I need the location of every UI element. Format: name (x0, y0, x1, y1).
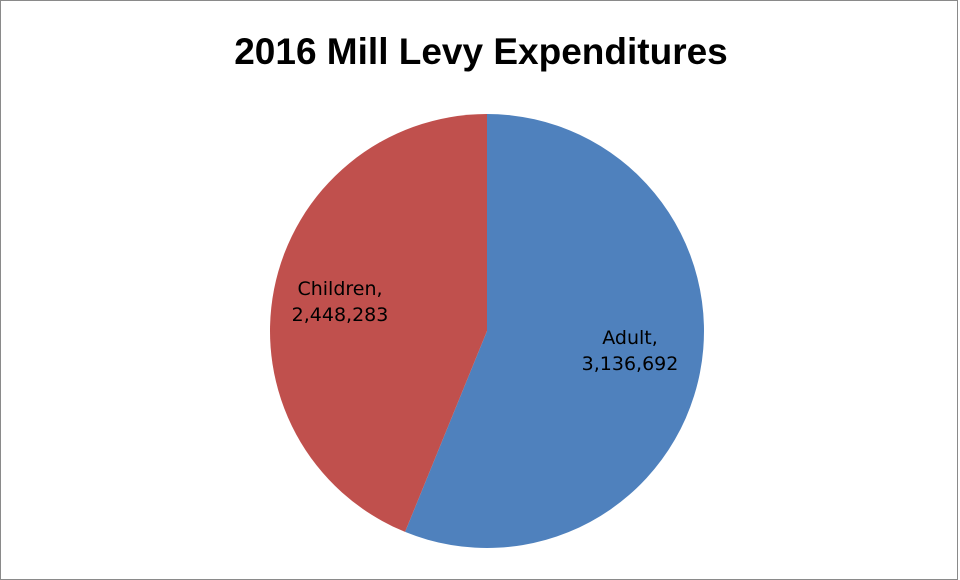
data-label-children: Children, 2,448,283 (292, 278, 389, 326)
pie-slice-adult (405, 114, 705, 548)
data-label-name: Adult, (602, 327, 658, 349)
data-label-value: 3,136,692 (582, 353, 679, 375)
pie-slice-children (270, 113, 487, 532)
chart-title: 2016 Mill Levy Expenditures (234, 31, 728, 72)
data-label-value: 2,448,283 (292, 304, 389, 326)
data-label-adult: Adult, 3,136,692 (582, 327, 679, 375)
data-label-name: Children, (297, 278, 382, 300)
